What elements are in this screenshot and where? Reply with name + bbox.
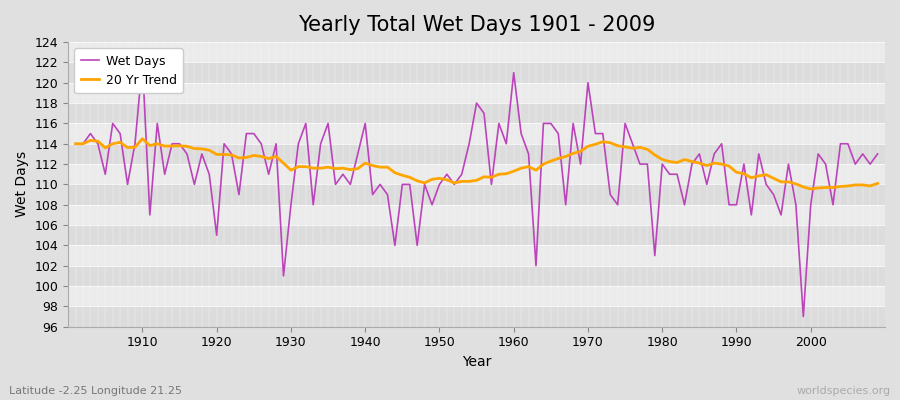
Wet Days bbox=[345, 182, 356, 187]
Wet Days bbox=[508, 70, 519, 75]
Wet Days bbox=[872, 152, 883, 156]
Bar bbox=[68, 286, 885, 306]
20 Yr Trend bbox=[345, 167, 356, 172]
20 Yr Trend bbox=[70, 141, 81, 146]
20 Yr Trend bbox=[872, 181, 883, 186]
Y-axis label: Wet Days: Wet Days bbox=[15, 151, 29, 218]
Bar bbox=[68, 184, 885, 205]
Bar bbox=[68, 124, 885, 144]
Wet Days bbox=[70, 141, 81, 146]
Bar bbox=[68, 62, 885, 83]
20 Yr Trend bbox=[508, 169, 519, 174]
Line: Wet Days: Wet Days bbox=[76, 62, 878, 316]
20 Yr Trend bbox=[130, 145, 140, 150]
Bar bbox=[68, 266, 885, 286]
Text: Latitude -2.25 Longitude 21.25: Latitude -2.25 Longitude 21.25 bbox=[9, 386, 182, 396]
20 Yr Trend bbox=[301, 164, 311, 169]
Wet Days bbox=[516, 131, 526, 136]
20 Yr Trend bbox=[516, 166, 526, 170]
Line: 20 Yr Trend: 20 Yr Trend bbox=[76, 139, 878, 189]
X-axis label: Year: Year bbox=[462, 355, 491, 369]
Legend: Wet Days, 20 Yr Trend: Wet Days, 20 Yr Trend bbox=[75, 48, 183, 93]
Title: Yearly Total Wet Days 1901 - 2009: Yearly Total Wet Days 1901 - 2009 bbox=[298, 15, 655, 35]
Wet Days bbox=[798, 314, 809, 319]
Bar bbox=[68, 164, 885, 184]
Bar bbox=[68, 306, 885, 327]
Bar bbox=[68, 42, 885, 62]
20 Yr Trend bbox=[605, 140, 616, 145]
Bar bbox=[68, 246, 885, 266]
20 Yr Trend bbox=[137, 136, 148, 141]
Wet Days bbox=[130, 141, 140, 146]
Wet Days bbox=[301, 121, 311, 126]
20 Yr Trend bbox=[806, 186, 816, 191]
Bar bbox=[68, 225, 885, 246]
Wet Days bbox=[605, 192, 616, 197]
Text: worldspecies.org: worldspecies.org bbox=[796, 386, 891, 396]
Bar bbox=[68, 205, 885, 225]
Bar bbox=[68, 103, 885, 124]
Bar bbox=[68, 144, 885, 164]
Wet Days bbox=[137, 60, 148, 65]
Bar bbox=[68, 83, 885, 103]
